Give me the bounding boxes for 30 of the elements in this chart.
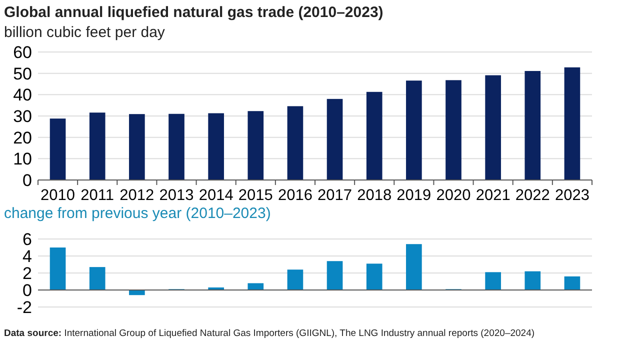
y-tick-label: 50: [13, 64, 32, 84]
x-tick-label: 2018: [357, 187, 392, 204]
x-tick-label: 2019: [396, 187, 432, 204]
y-tick-label: -2: [16, 298, 32, 317]
x-tick-label: 2015: [238, 187, 273, 204]
x-tick-label: 2014: [198, 187, 234, 204]
x-tick-label: 2022: [515, 187, 550, 204]
source-note: Data source: International Group of Liquefied Natural Gas Importers (GIIGNL), The LNG Industry annual reports (2020–2024): [4, 328, 535, 339]
x-tick-label: 2011: [80, 187, 114, 204]
y-tick-label: 0: [22, 170, 32, 190]
chart-title: Global annual liquefied natural gas trade (2010–2023): [4, 4, 384, 21]
y-tick-label: 40: [13, 86, 32, 105]
y-tick-label: 60: [13, 42, 32, 62]
x-tick-label: 2010: [40, 187, 76, 204]
x-tick-label: 2012: [120, 187, 154, 204]
x-tick-label: 2017: [318, 187, 352, 204]
y-tick-label: 4: [22, 246, 32, 266]
x-tick-label: 2023: [554, 187, 590, 204]
x-tick-label: 2020: [436, 187, 472, 204]
chart-title: change from previous year (2010–2023): [4, 205, 271, 222]
y-tick-label: 30: [13, 106, 32, 126]
x-tick-label: 2021: [476, 187, 510, 204]
x-tick-label: 2016: [278, 187, 312, 204]
x-tick-label: 2013: [159, 187, 194, 204]
y-tick-label: 20: [13, 128, 32, 148]
chart-subtitle: billion cubic feet per day: [4, 24, 166, 41]
y-tick-label: 0: [22, 280, 32, 300]
y-tick-label: 2: [22, 264, 32, 283]
y-tick-label: 10: [13, 150, 32, 169]
y-tick-label: 6: [22, 230, 32, 249]
